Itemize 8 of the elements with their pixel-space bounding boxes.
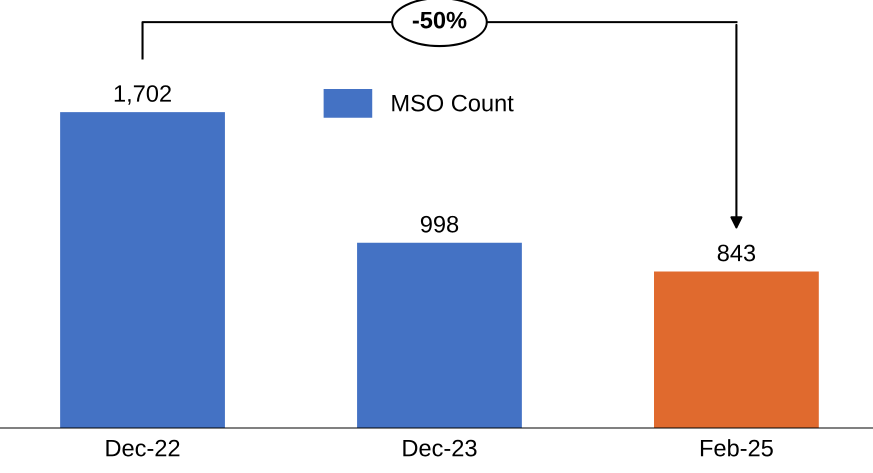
- legend-label: MSO Count: [392, 94, 514, 112]
- data-label: 998: [420, 216, 458, 233]
- x-tick-label: Feb-25: [700, 439, 773, 456]
- data-label: 843: [718, 244, 756, 262]
- x-tick-label: Dec-22: [106, 440, 180, 456]
- data-label: 1,702: [114, 85, 171, 105]
- x-tick-label: Dec-23: [403, 440, 476, 456]
- text: -50%: [412, 12, 466, 28]
